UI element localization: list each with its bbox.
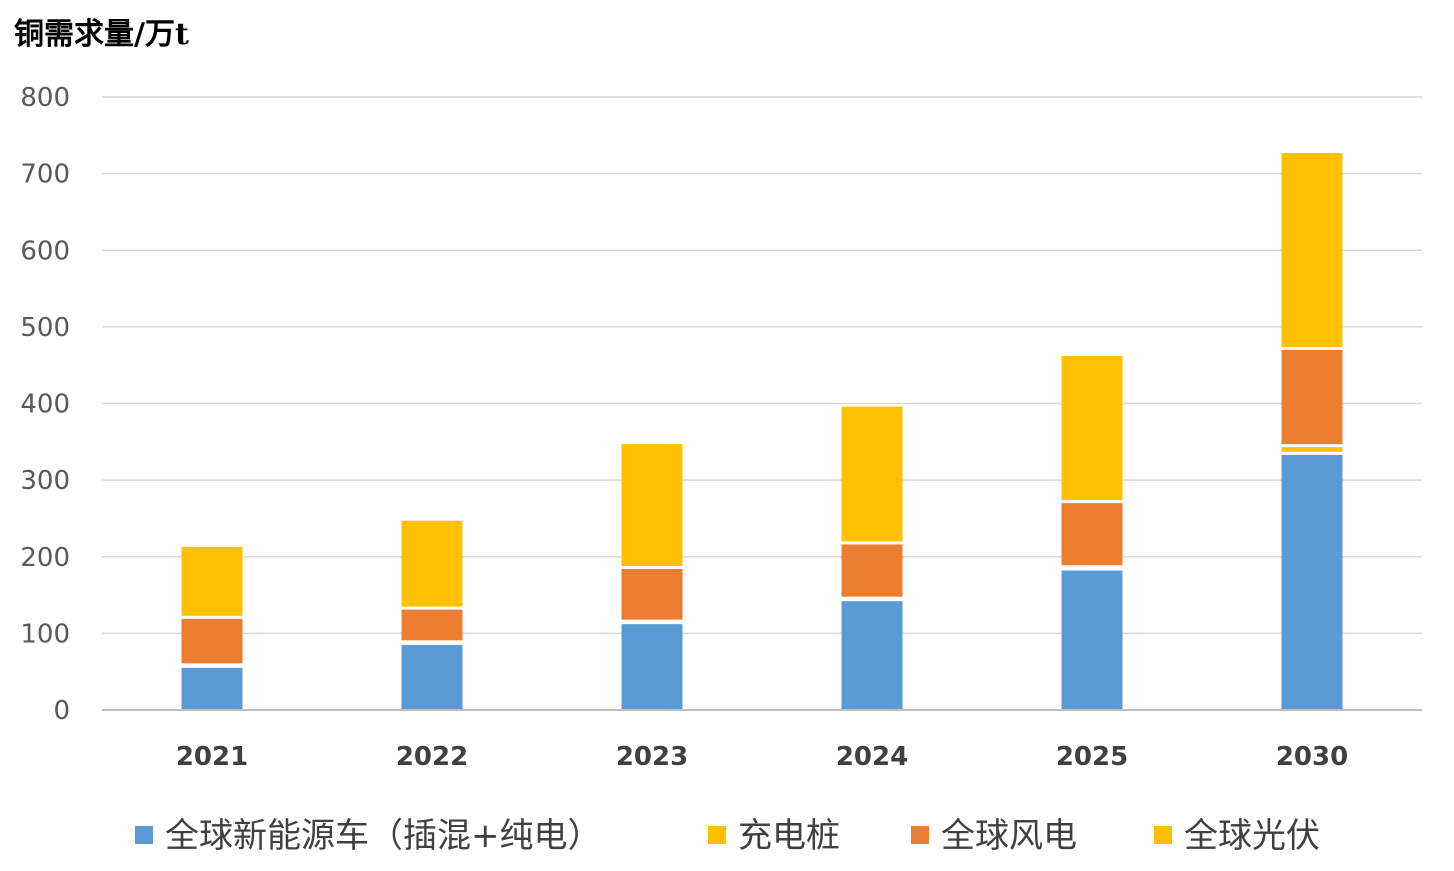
bar-segment: [841, 544, 903, 597]
legend-label: 全球新能源车（插混+纯电）: [165, 816, 602, 856]
x-tick-label: 2022: [396, 742, 468, 772]
x-tick-label: 2030: [1276, 742, 1348, 772]
x-tick-label: 2024: [836, 742, 908, 772]
bar-segment: [181, 618, 243, 664]
bar-segment: [1061, 570, 1123, 710]
bar-segment: [401, 644, 463, 710]
bar-segment: [401, 609, 463, 641]
legend-swatch: [708, 826, 726, 844]
y-tick-label: 200: [20, 543, 70, 573]
bar-segment: [841, 406, 903, 542]
bar-segment: [1281, 152, 1343, 347]
bar-segment: [841, 601, 903, 710]
legend-swatch: [911, 826, 929, 844]
legend-label: 全球风电: [941, 816, 1077, 856]
legend: 全球新能源车（插混+纯电） 充电桩 全球风电 全球光伏: [135, 816, 1320, 856]
x-axis-ticks: 2021 2022 2023 2024 2025 2030: [176, 742, 1348, 772]
y-tick-label: 400: [20, 390, 70, 420]
bars: [181, 152, 1343, 710]
bar-segment: [621, 444, 683, 567]
bar-segment: [1281, 447, 1343, 452]
y-tick-label: 700: [20, 160, 70, 190]
bar-segment: [181, 546, 243, 616]
bar-segment: [621, 624, 683, 710]
bar-segment: [1061, 503, 1123, 566]
x-tick-label: 2023: [616, 742, 688, 772]
y-tick-label: 300: [20, 466, 70, 496]
y-tick-label: 600: [20, 236, 70, 266]
bar-segment: [1061, 355, 1123, 501]
y-tick-label: 0: [53, 696, 70, 726]
legend-label: 全球光伏: [1184, 816, 1320, 856]
x-tick-label: 2025: [1056, 742, 1128, 772]
legend-swatch: [1154, 826, 1172, 844]
y-tick-label: 500: [20, 313, 70, 343]
legend-label: 充电桩: [738, 816, 840, 856]
gridlines: [102, 96, 1422, 635]
y-tick-label: 100: [20, 619, 70, 649]
bar-segment: [1281, 349, 1343, 445]
legend-swatch: [135, 826, 153, 844]
bar-segment: [401, 520, 463, 607]
y-axis-title: 铜需求量/万t: [14, 17, 189, 52]
bar-segment: [1281, 454, 1343, 710]
bar-segment: [621, 569, 683, 620]
y-axis-ticks: 0 100 200 300 400 500 600 700 800: [20, 83, 70, 726]
x-tick-label: 2021: [176, 742, 248, 772]
y-tick-label: 800: [20, 83, 70, 113]
bar-segment: [181, 667, 243, 710]
